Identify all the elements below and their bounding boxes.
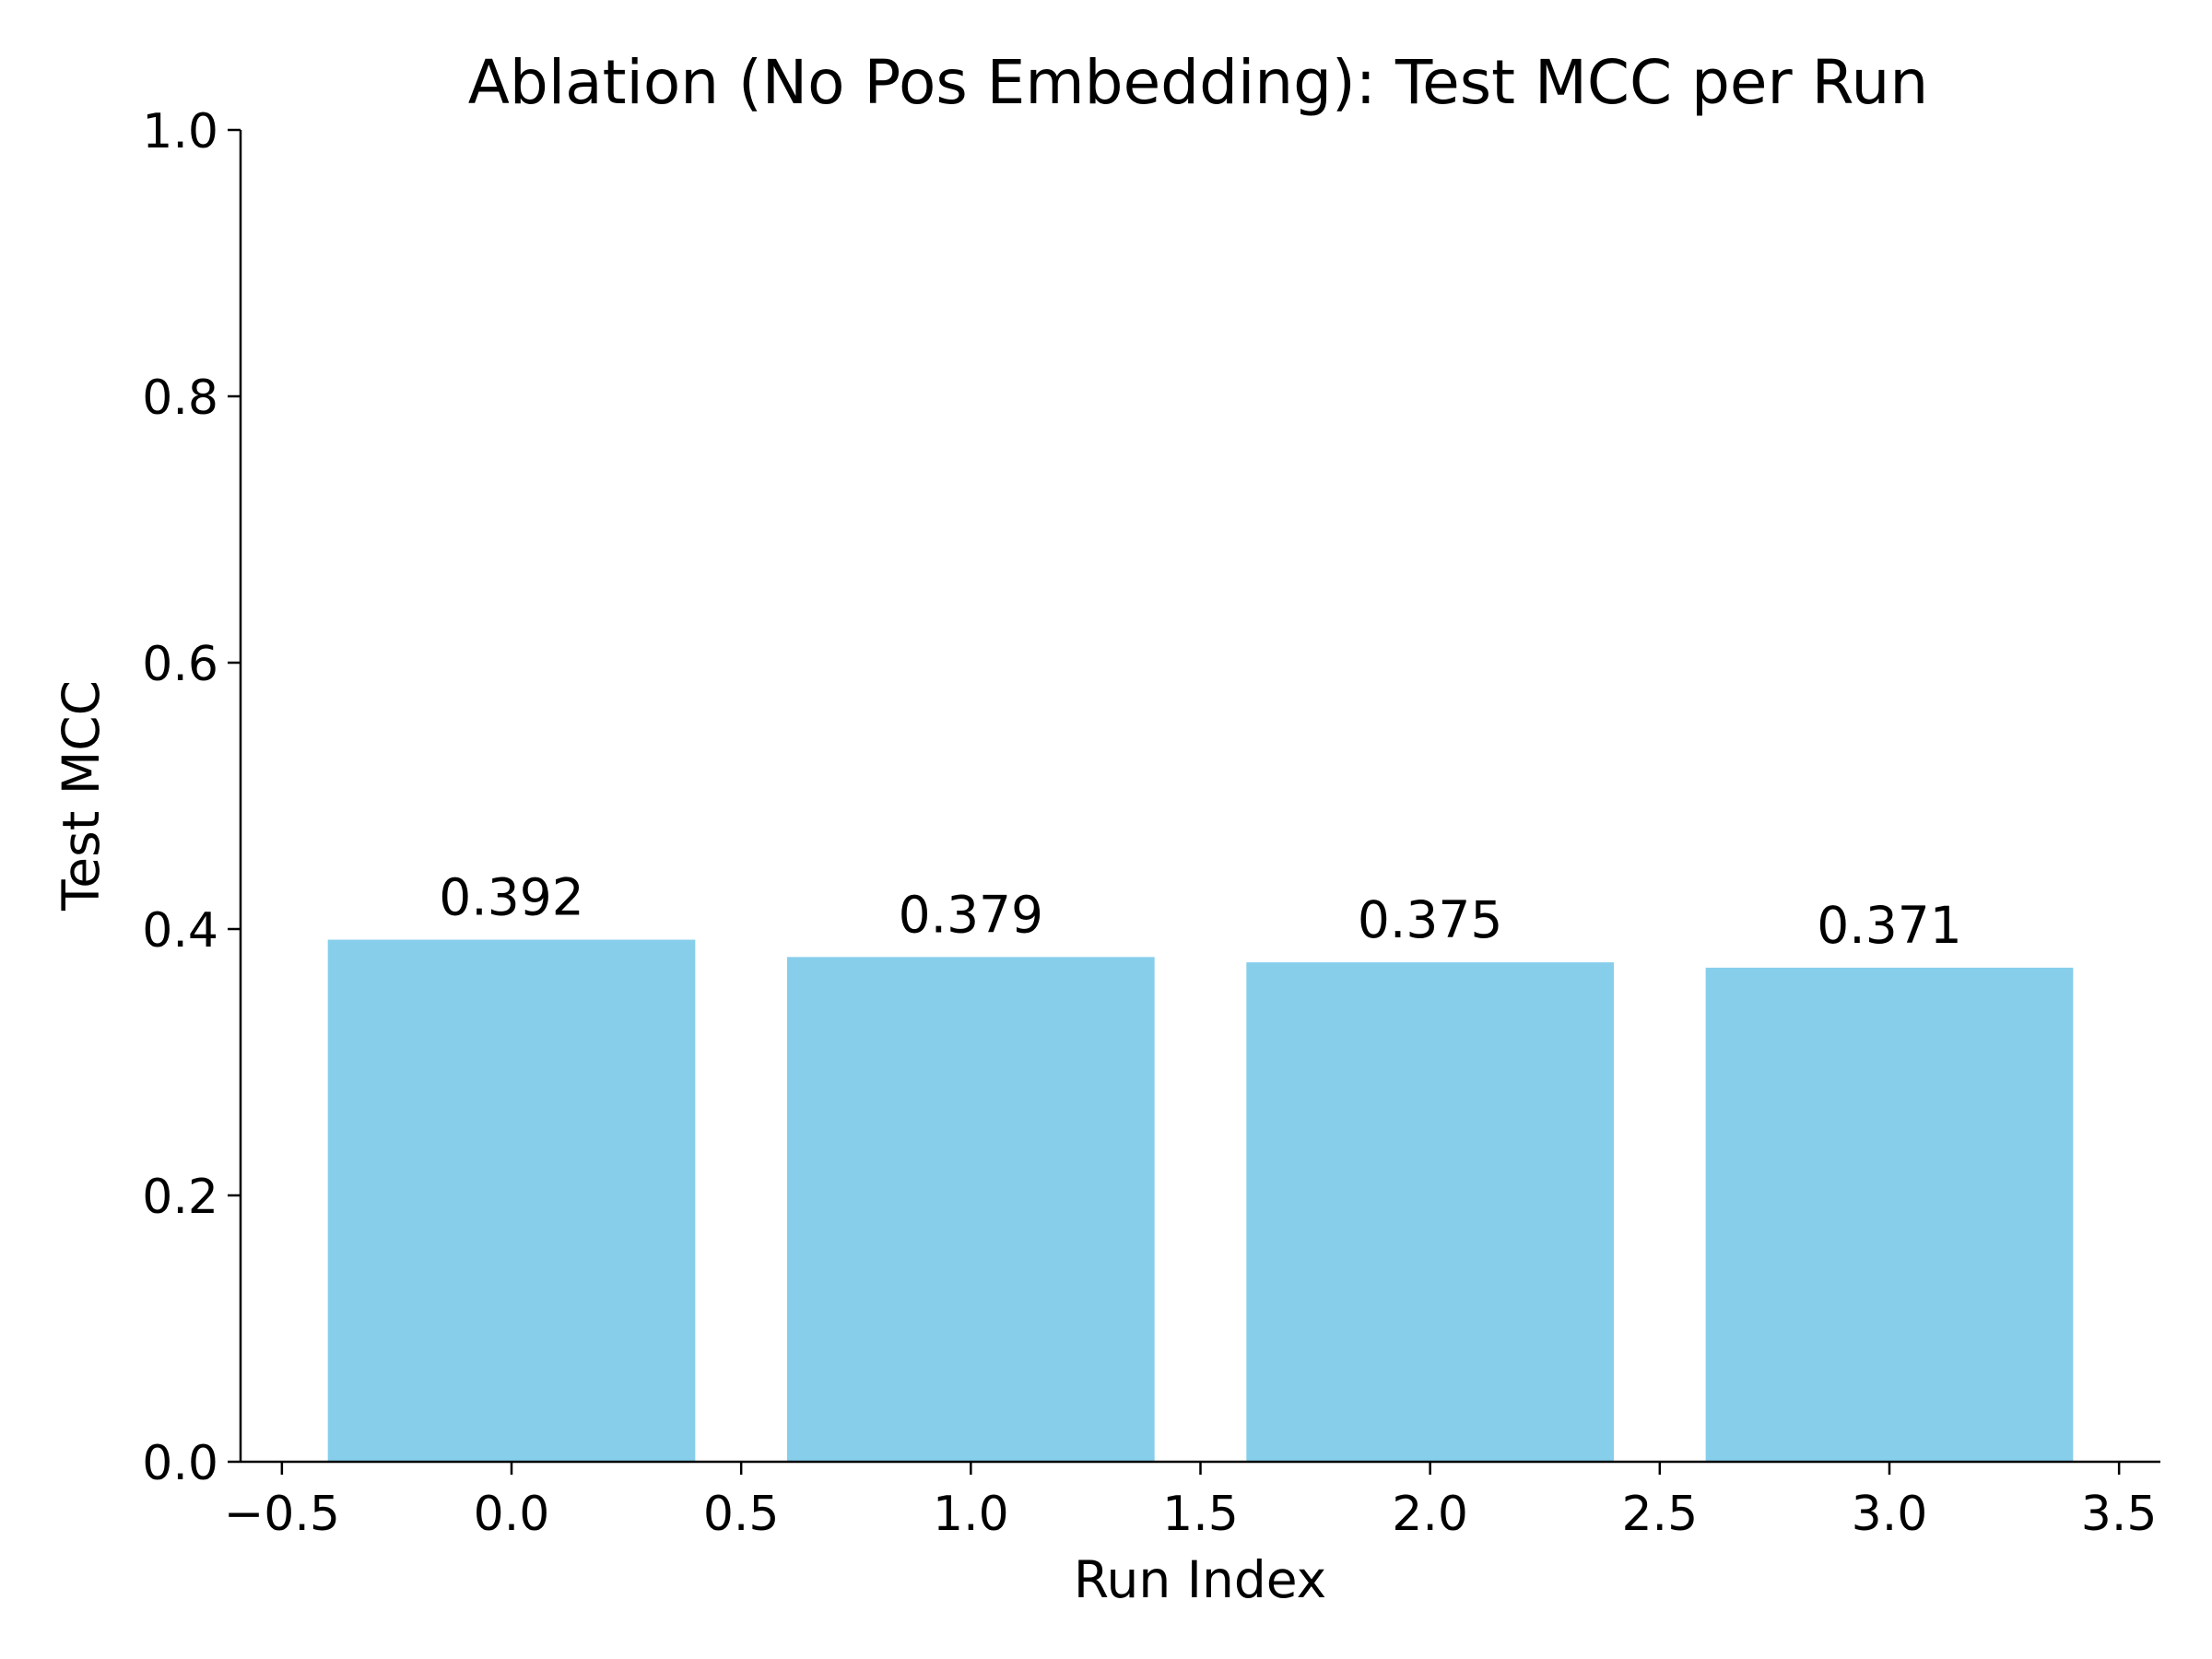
chart-title: Ablation (No Pos Embedding): Test MCC pe…	[468, 47, 1928, 118]
y-tick-label: 0.2	[142, 1170, 218, 1225]
y-tick-label: 0.4	[142, 903, 218, 959]
x-tick-label: −0.5	[224, 1487, 340, 1542]
bar-value-label-1: 0.379	[899, 885, 1043, 944]
x-tick-label: 3.5	[2081, 1487, 2158, 1542]
x-ticks-group: −0.5 0.0 0.5 1.0 1.5 2.0 2.5 3.0 3.5	[224, 1462, 2158, 1542]
y-tick-label: 1.0	[142, 104, 218, 159]
x-tick-label: 1.0	[933, 1487, 1009, 1542]
bar-value-label-0: 0.392	[439, 868, 583, 927]
y-tick-label: 0.8	[142, 371, 218, 426]
bar-run-0	[327, 939, 696, 1462]
y-tick-label: 0.0	[142, 1436, 218, 1491]
x-tick-label: 2.5	[1621, 1487, 1698, 1542]
x-tick-label: 0.5	[703, 1487, 780, 1542]
bars-group	[327, 939, 2074, 1462]
value-labels-group: 0.392 0.379 0.375 0.371	[439, 868, 1961, 955]
bar-run-1	[787, 957, 1155, 1462]
bar-run-2	[1246, 962, 1614, 1462]
x-tick-label: 2.0	[1392, 1487, 1468, 1542]
x-axis-label: Run Index	[1074, 1550, 1326, 1609]
y-axis-label: Test MCC	[52, 680, 111, 912]
bar-run-3	[1705, 967, 2074, 1462]
y-tick-label: 0.6	[142, 637, 218, 692]
x-tick-label: 3.0	[1852, 1487, 1928, 1542]
bar-value-label-3: 0.371	[1817, 896, 1961, 955]
bar-value-label-2: 0.375	[1358, 890, 1502, 949]
x-tick-label: 1.5	[1162, 1487, 1239, 1542]
y-ticks-group: 0.0 0.2 0.4 0.6 0.8 1.0	[142, 104, 241, 1491]
x-tick-label: 0.0	[474, 1487, 550, 1542]
